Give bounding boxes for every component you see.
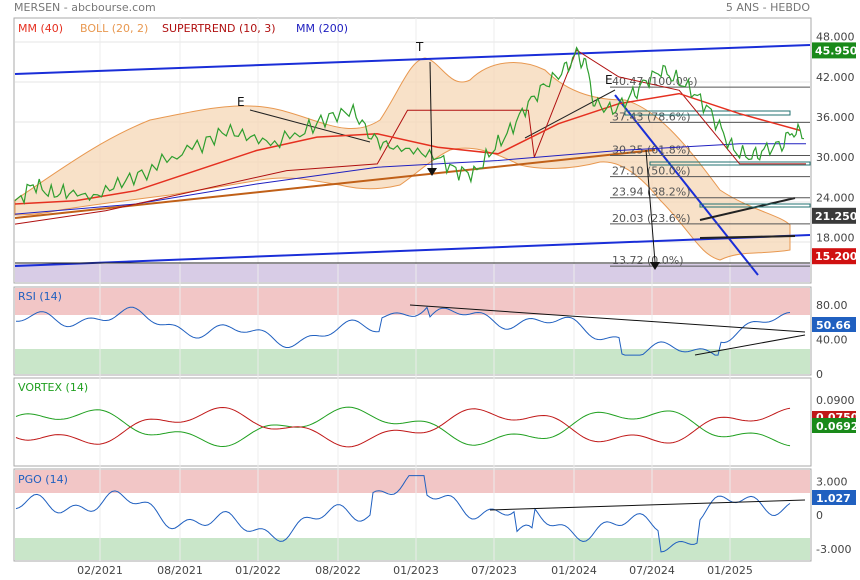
xtick-2: 01/2022 [235,564,281,577]
rsi-badge-value: 50.66 [816,319,851,332]
pgo-title: PGO (14) [18,473,68,486]
pgo-ytick-0: 3.000 [816,475,848,488]
xtick-5: 07/2023 [471,564,517,577]
xtick-4: 01/2023 [393,564,439,577]
x-axis-labels: 02/2021 08/2021 01/2022 08/2022 01/2023 07/20… [77,564,753,577]
xtick-8: 01/2025 [707,564,753,577]
xtick-0: 02/2021 [77,564,123,577]
price-ytick-1: 42.000 [816,71,855,84]
vortex-plus-badge-value: 0.0692 [816,420,858,433]
annotation-e-left: E [237,95,245,109]
pgo-ytick-1: 0 [816,509,823,522]
legend-supertrend: SUPERTREND (10, 3) [162,22,276,35]
price-ytick-4: 24.000 [816,191,855,204]
pgo-badge-value: 1.027 [816,492,851,505]
pgo-ytick-2: -3.000 [816,543,851,556]
legend-mm200: MM (200) [296,22,348,35]
xtick-7: 07/2024 [629,564,675,577]
price-ytick-2: 36.000 [816,111,855,124]
fib-label-1: 37.43 (78.6%) [612,110,691,123]
fib-label-6: 13.72 (0.0%) [612,254,684,267]
rsi-overbought-band [15,288,810,315]
rsi-ytick-0: 80.00 [816,299,848,312]
pgo-overbought-band [15,470,810,493]
rsi-ytick-2: 0 [816,368,823,381]
rsi-ytick-1: 40.00 [816,334,848,347]
fib-label-4: 23.94 (38.2%) [612,186,691,199]
annotation-t: T [415,40,424,54]
price-ytick-5: 18.000 [816,232,855,245]
rsi-y-axis: 80.00 40.00 0 [816,299,848,381]
fib-label-3: 27.10 (50.0%) [612,165,691,178]
pgo-oversold-band [15,538,810,560]
price-badge-label-1: 21.250 [815,210,858,223]
annotation-e-right: E [605,73,613,87]
legend-mm40: MM (40) [18,22,63,35]
rsi-oversold-band [15,349,810,374]
price-badge-label-0: 45.950 [815,44,858,57]
rsi-title: RSI (14) [18,290,62,303]
price-low-zone [15,264,810,282]
vortex-title: VORTEX (14) [18,381,88,394]
xtick-6: 01/2024 [551,564,597,577]
xtick-1: 08/2021 [157,564,203,577]
price-badge-label-2: 15.200 [815,250,858,263]
pgo-y-axis: 3.000 0 -3.000 [816,475,851,556]
vortex-ytick-label: 0.0900 [816,394,855,407]
xtick-3: 08/2022 [315,564,361,577]
legend-boll: BOLL (20, 2) [80,22,148,35]
price-ytick-3: 30.000 [816,151,855,164]
price-ytick-0: 48.000 [816,31,855,44]
